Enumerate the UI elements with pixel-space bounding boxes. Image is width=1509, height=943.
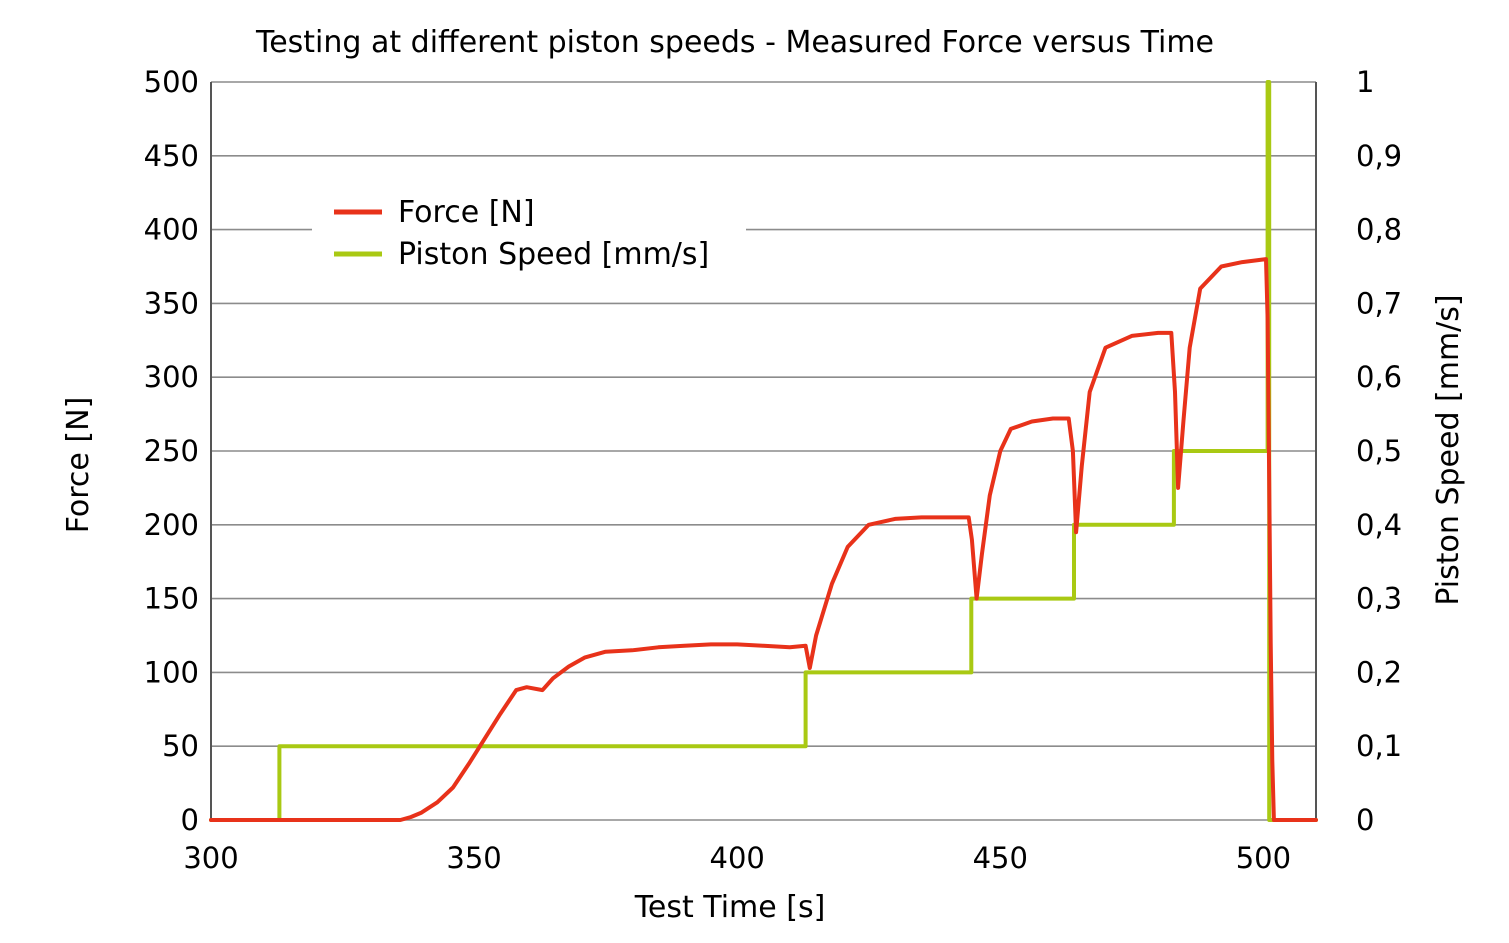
y2-tick-label: 0,9 <box>1356 139 1402 173</box>
y-tick-label: 250 <box>144 434 199 468</box>
x-tick-label: 300 <box>183 841 238 875</box>
y-tick-label: 350 <box>144 286 199 320</box>
left-axis-ticks: 0 50 100 150 200 250 300 350 400 450 500 <box>144 65 199 837</box>
y-tick-label: 300 <box>144 360 199 394</box>
y2-tick-label: 0,2 <box>1356 655 1402 689</box>
x-tick-label: 400 <box>710 841 765 875</box>
y2-tick-label: 0,5 <box>1356 434 1402 468</box>
x-axis-label: Test Time [s] <box>634 890 826 925</box>
x-tick-label: 450 <box>973 841 1028 875</box>
right-axis-ticks: 0 0,1 0,2 0,3 0,4 0,5 0,6 0,7 0,8 0,9 1 <box>1356 65 1402 837</box>
y-tick-label: 150 <box>144 582 199 616</box>
y-tick-label: 100 <box>144 655 199 689</box>
chart-title: Testing at different piston speeds - Mea… <box>255 25 1214 60</box>
y-tick-label: 200 <box>144 508 199 542</box>
legend: Force [N] Piston Speed [mm/s] <box>312 188 746 280</box>
x-tick-label: 500 <box>1236 841 1291 875</box>
y-axis-label: Force [N] <box>61 397 96 534</box>
force-series-line <box>209 257 1318 822</box>
y-tick-label: 0 <box>181 803 199 837</box>
y-tick-label: 50 <box>162 729 199 763</box>
y2-tick-label: 0,8 <box>1356 213 1402 247</box>
y2-tick-label: 0 <box>1356 803 1374 837</box>
y2-tick-label: 0,3 <box>1356 582 1402 616</box>
y-tick-label: 500 <box>144 65 199 99</box>
y-tick-label: 450 <box>144 139 199 173</box>
piston-speed-series-line <box>209 80 1318 822</box>
axes <box>210 82 1317 820</box>
legend-box <box>312 188 746 280</box>
y2-tick-label: 1 <box>1356 65 1374 99</box>
series-layer <box>209 80 1318 822</box>
x-tick-label: 350 <box>446 841 501 875</box>
x-axis-ticks: 300 350 400 450 500 <box>183 841 1291 875</box>
y2-tick-label: 0,7 <box>1356 286 1402 320</box>
force-legend-label: Force [N] <box>398 195 535 230</box>
piston-speed-legend-label: Piston Speed [mm/s] <box>398 237 709 272</box>
y-tick-label: 400 <box>144 213 199 247</box>
y2-tick-label: 0,4 <box>1356 508 1402 542</box>
y2-axis-label: Piston Speed [mm/s] <box>1431 294 1466 605</box>
y2-tick-label: 0,6 <box>1356 360 1402 394</box>
y2-tick-label: 0,1 <box>1356 729 1402 763</box>
